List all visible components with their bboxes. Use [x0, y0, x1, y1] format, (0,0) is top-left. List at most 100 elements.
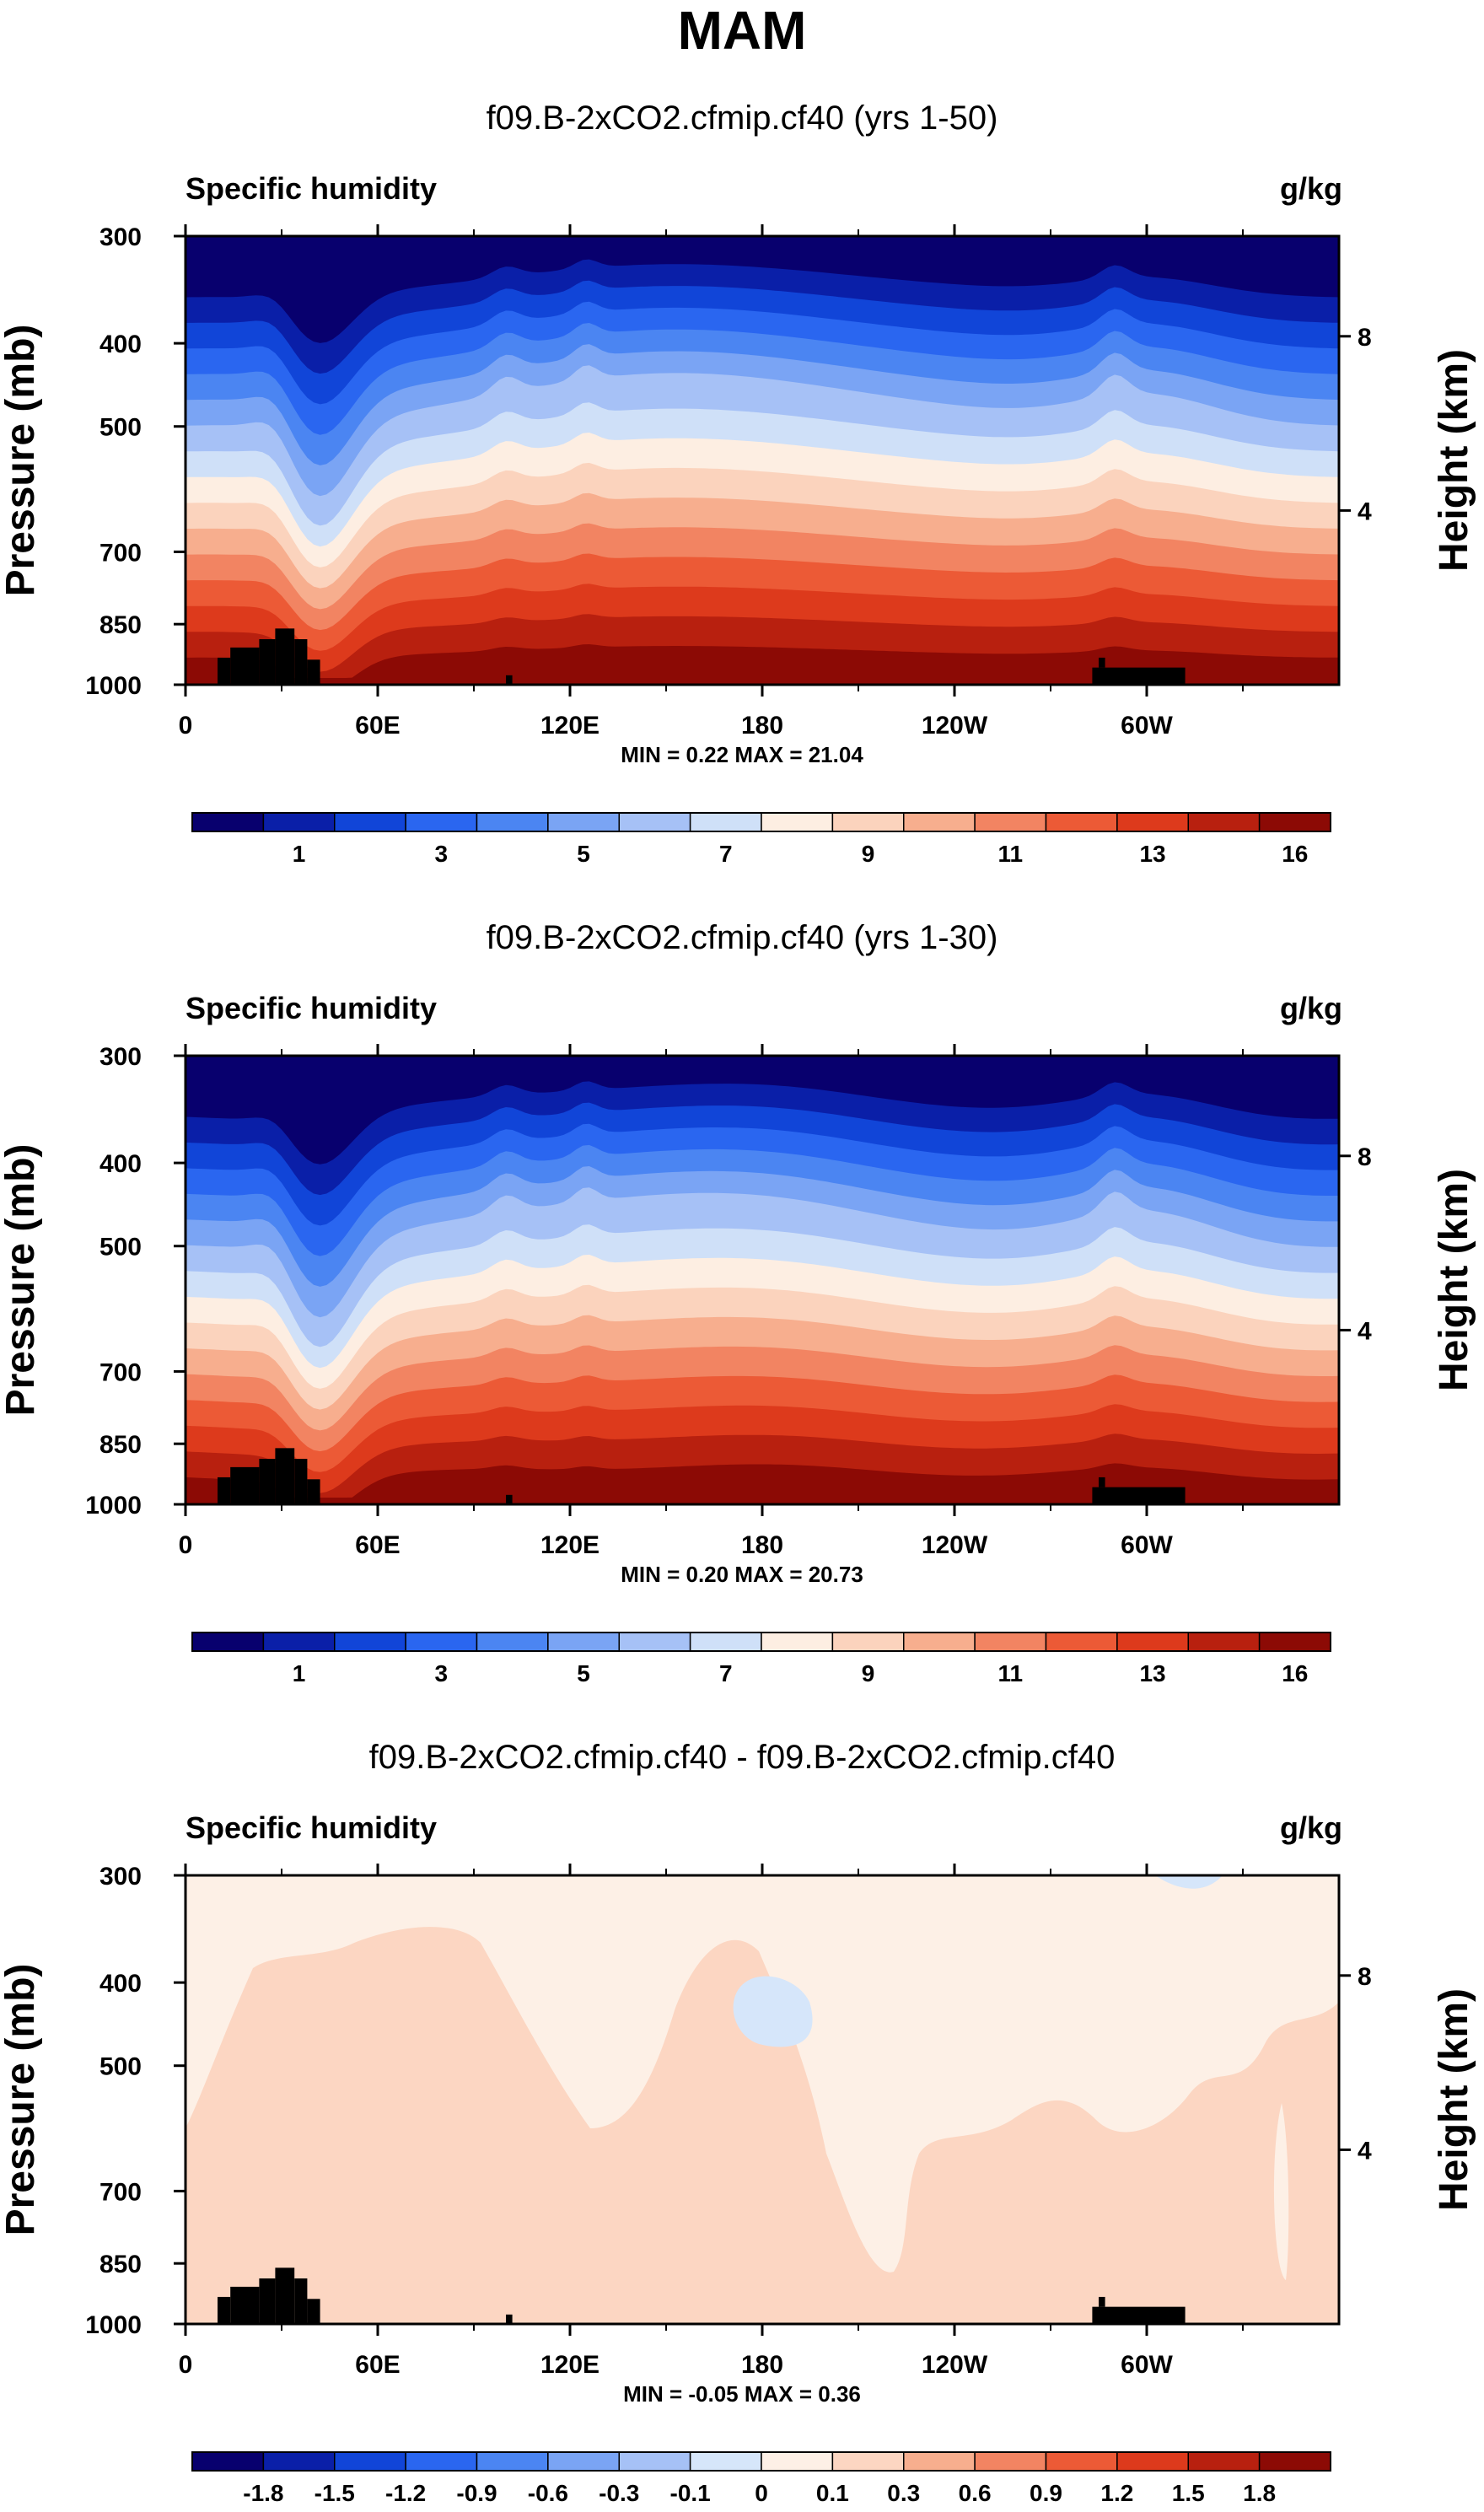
chart-panel-2: f09.B-2xCO2.cfmip.cf40 (yrs 1-30) Specifi…: [0, 919, 1476, 1686]
colorbar-box: [405, 812, 478, 832]
colorbar-box: [547, 1632, 620, 1652]
contour-field: [186, 1056, 1339, 1504]
colorbar-label: 0: [755, 2480, 768, 2506]
colorbar-label: 5: [577, 841, 590, 867]
x-tick-label: 60E: [355, 2351, 400, 2379]
colorbar-label: 13: [1139, 841, 1165, 867]
colorbar-label: -1.5: [315, 2480, 355, 2506]
y-tick-label: 300: [99, 1863, 142, 1891]
colorbar-box: [1187, 812, 1261, 832]
y-tick-label: 700: [99, 2178, 142, 2206]
topography-block: [307, 1479, 320, 1504]
colorbar-label: 5: [577, 1660, 590, 1686]
colorbar-label: 1.2: [1100, 2480, 1133, 2506]
topography-block: [294, 2278, 308, 2324]
y-tick-label: 850: [99, 611, 142, 639]
y-tick-label: 1000: [85, 1492, 142, 1520]
x-tick-label: 60W: [1121, 1531, 1173, 1559]
colorbar-label: -0.6: [528, 2480, 568, 2506]
units-label: g/kg: [1280, 171, 1342, 206]
colorbar-label: 9: [862, 1660, 875, 1686]
colorbar-box: [618, 812, 691, 832]
colorbar-box: [1187, 2451, 1261, 2472]
contour-band: [186, 1875, 1339, 2273]
y-tick-label: 500: [99, 1234, 142, 1261]
colorbar-box: [974, 812, 1047, 832]
colorbar-box: [476, 2451, 549, 2472]
colorbar-box: [405, 2451, 478, 2472]
colorbar-label: 0.6: [959, 2480, 992, 2506]
contour-band: [1155, 1875, 1223, 1889]
chart-panel-3: f09.B-2xCO2.cfmip.cf40 - f09.B-2xCO2.cfm…: [0, 1739, 1476, 2506]
y2-tick-label: 4: [1358, 498, 1372, 525]
units-label: g/kg: [1280, 991, 1342, 1025]
colorbar-box: [1187, 1632, 1261, 1652]
colorbar-label: 16: [1282, 841, 1308, 867]
x-tick-label: 120E: [540, 712, 600, 740]
x-tick-label: 0: [179, 2351, 193, 2379]
colorbar-box: [334, 2451, 406, 2472]
y-axis-title: Pressure (mb): [0, 325, 43, 597]
colorbar-box: [1045, 812, 1118, 832]
topography-block: [294, 1459, 308, 1504]
topography-block: [307, 2299, 320, 2324]
x-tick-label: 180: [741, 712, 783, 740]
topography-block: [506, 1494, 513, 1504]
topography-block: [294, 639, 308, 685]
min-max-label: MIN = 0.20 MAX = 20.73: [621, 1562, 863, 1587]
y-tick-label: 500: [99, 414, 142, 442]
colorbar-box: [334, 812, 406, 832]
colorbar-label: -0.9: [456, 2480, 497, 2506]
topography-block: [1092, 667, 1186, 685]
topography-block: [218, 1477, 231, 1504]
colorbar-box: [1258, 1632, 1331, 1652]
panel-title: f09.B-2xCO2.cfmip.cf40 - f09.B-2xCO2.cfm…: [369, 1739, 1116, 1776]
topography-block: [1099, 657, 1105, 668]
colorbar-label: 9: [862, 841, 875, 867]
contour-field: [186, 1875, 1339, 2324]
y-axis-title: Pressure (mb): [0, 1144, 43, 1417]
colorbar-box: [689, 812, 762, 832]
colorbar-box: [618, 2451, 691, 2472]
colorbar-box: [761, 812, 834, 832]
x-tick-label: 180: [741, 1531, 783, 1559]
colorbar-box: [1045, 1632, 1118, 1652]
colorbar-box: [903, 812, 976, 832]
colorbar-box: [831, 812, 905, 832]
colorbar-box: [191, 2451, 265, 2472]
colorbar-box: [689, 1632, 762, 1652]
colorbar-box: [974, 1632, 1047, 1652]
variable-label: Specific humidity: [186, 1810, 437, 1845]
colorbar-box: [334, 1632, 406, 1652]
colorbar-box: [831, 1632, 905, 1652]
topography-block: [275, 2267, 295, 2324]
x-tick-label: 0: [179, 1531, 193, 1559]
y-tick-label: 1000: [85, 2311, 142, 2339]
colorbar-label: 13: [1139, 1660, 1165, 1686]
colorbar-label: 1: [293, 841, 306, 867]
colorbar-box: [191, 812, 265, 832]
x-tick-label: 60W: [1121, 2351, 1173, 2379]
units-label: g/kg: [1280, 1810, 1342, 1845]
y2-tick-label: 8: [1358, 324, 1372, 352]
y-tick-label: 700: [99, 1358, 142, 1386]
colorbar-box: [974, 2451, 1047, 2472]
y2-axis-title: Height (km): [1432, 1988, 1476, 2211]
y-tick-label: 400: [99, 331, 142, 358]
variable-label: Specific humidity: [186, 991, 437, 1025]
topography-block: [1099, 1477, 1105, 1487]
x-tick-label: 120W: [922, 2351, 988, 2379]
colorbar-box: [262, 2451, 336, 2472]
x-tick-label: 60E: [355, 1531, 400, 1559]
x-tick-label: 120E: [540, 2351, 600, 2379]
colorbar-box: [903, 1632, 976, 1652]
colorbar-box: [191, 1632, 265, 1652]
y2-axis-title: Height (km): [1432, 1169, 1476, 1391]
x-tick-label: 120W: [922, 1531, 988, 1559]
colorbar-box: [903, 2451, 976, 2472]
y-tick-label: 1000: [85, 672, 142, 700]
x-tick-label: 180: [741, 2351, 783, 2379]
colorbar-label: -0.1: [670, 2480, 711, 2506]
topography-block: [275, 628, 295, 685]
